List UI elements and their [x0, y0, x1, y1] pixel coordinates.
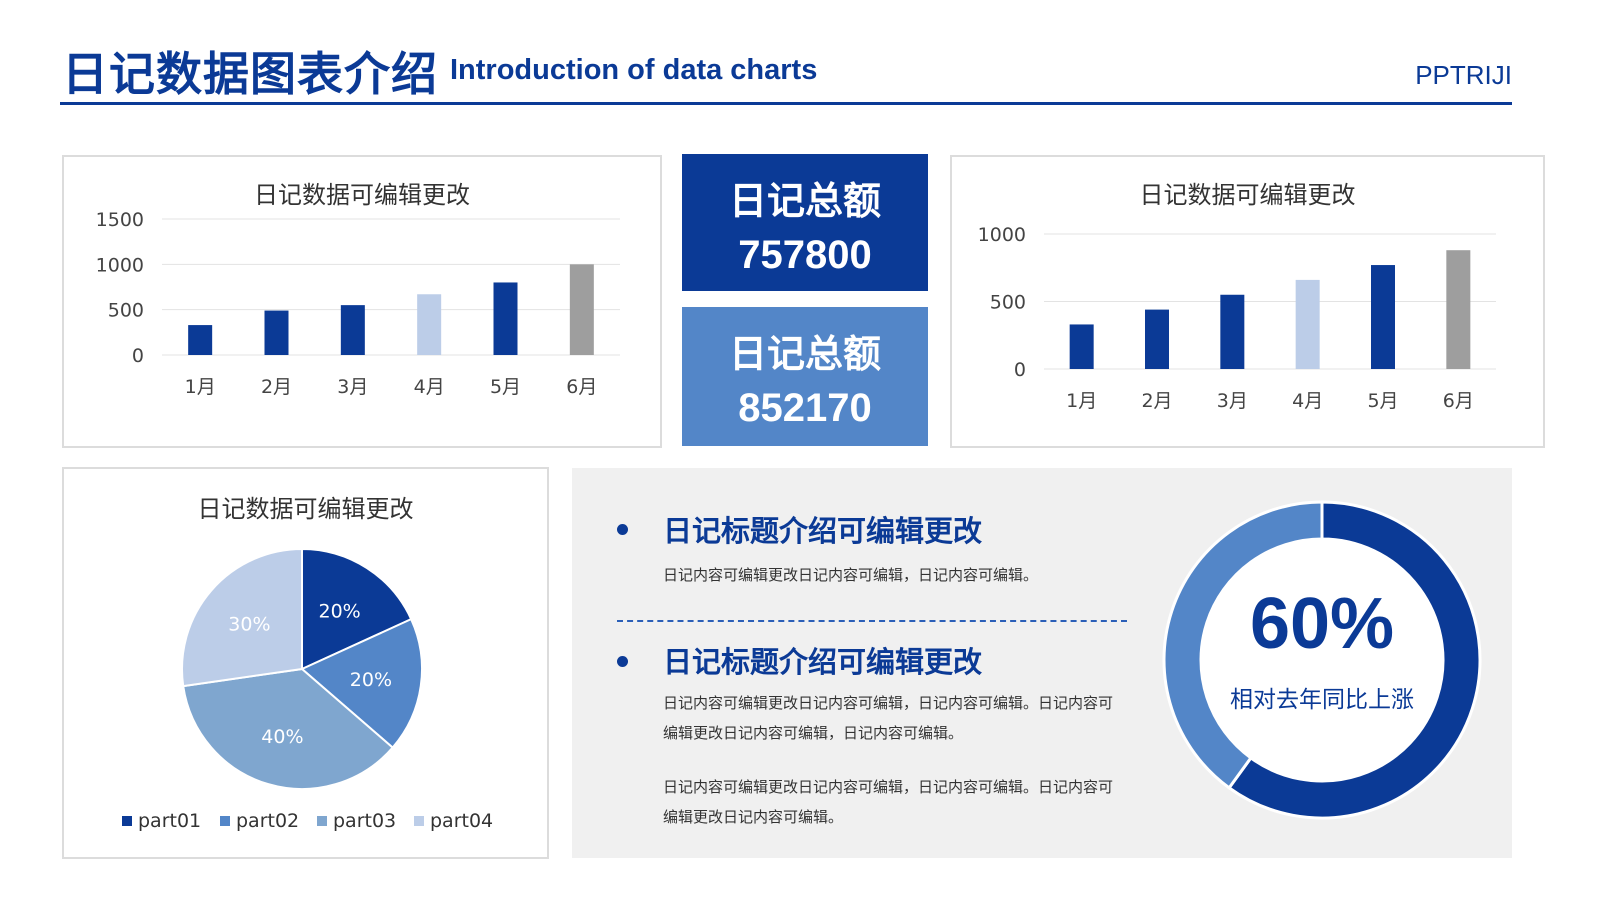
- bar-chart-2: 0 500 1000 1月 2月 3月 4月 5月 6月: [978, 224, 1496, 412]
- info-heading-1: 日记标题介绍可编辑更改: [663, 514, 983, 548]
- info-text-3: 日记内容可编辑更改日记内容可编辑，日记内容可编辑。日记内容可编辑更改日记内容可编…: [663, 778, 1114, 826]
- info-text-1: 日记内容可编辑更改日记内容可编辑，日记内容可编辑。: [663, 566, 1039, 584]
- legend-label: part04: [430, 810, 493, 832]
- legend-swatch: [122, 816, 132, 826]
- bar-chart-card-2: 日记数据可编辑更改 0 500 1000 1月 2月 3月 4月 5月 6月: [950, 155, 1545, 448]
- pie-slice: [182, 667, 395, 790]
- donut-chart: [1162, 500, 1482, 820]
- legend-swatch: [414, 816, 424, 826]
- x-tick-label: 6月: [1443, 390, 1474, 412]
- pie-slice: [301, 547, 413, 671]
- page-subtitle: Introduction of data charts: [450, 54, 818, 86]
- x-tick-label: 3月: [1217, 390, 1248, 412]
- y-tick-label: 0: [1014, 359, 1026, 381]
- bar: [340, 305, 365, 355]
- legend-swatch: [220, 816, 230, 826]
- bar: [264, 310, 289, 355]
- x-tick-label: 1月: [1066, 390, 1097, 412]
- stat-label: 日记总额: [728, 179, 881, 223]
- donut-segment: [1227, 500, 1482, 820]
- bar: [1446, 250, 1471, 369]
- bar: [493, 282, 518, 355]
- bar: [1145, 309, 1169, 369]
- bar: [569, 264, 594, 355]
- x-tick-label: 4月: [1292, 390, 1323, 412]
- bar-chart-1: 0 500 1000 1500 1月 2月 3月 4月 5月 6月: [96, 209, 620, 398]
- chart-title: 日记数据可编辑更改: [1139, 181, 1356, 209]
- bar: [1069, 324, 1094, 369]
- stat-value: 852170: [738, 386, 872, 430]
- y-tick-label: 500: [108, 300, 144, 322]
- stat-box-2: 日记总额 852170: [682, 307, 928, 446]
- chart-title: 日记数据可编辑更改: [197, 495, 414, 523]
- chart-title: 日记数据可编辑更改: [254, 181, 470, 209]
- x-tick-label: 1月: [185, 376, 216, 398]
- x-tick-label: 2月: [261, 376, 292, 398]
- pie-slice: [300, 617, 423, 749]
- x-tick-label: 6月: [566, 376, 597, 398]
- bar: [1295, 279, 1320, 369]
- x-tick-label: 2月: [1141, 390, 1172, 412]
- legend-label: part01: [138, 810, 201, 832]
- bar: [1220, 294, 1245, 369]
- bullet-icon: [617, 656, 628, 667]
- slice-label: 20%: [350, 669, 392, 691]
- slice-label: 40%: [261, 726, 303, 748]
- y-tick-label: 0: [132, 345, 144, 367]
- dashed-divider: [617, 620, 1127, 622]
- y-tick-label: 1000: [96, 254, 144, 276]
- info-text-2: 日记内容可编辑更改日记内容可编辑，日记内容可编辑。日记内容可编辑更改日记内容可编…: [663, 694, 1114, 742]
- slice-label: 20%: [319, 600, 361, 622]
- donut-segment: [1162, 500, 1324, 790]
- pie-chart-card: 日记数据可编辑更改 20% 20% 40% 30% part01 part02 part03…: [62, 467, 549, 859]
- brand-label: PPTRIJI: [1415, 60, 1512, 90]
- stat-box-1: 日记总额 757800: [682, 154, 928, 291]
- pie-slice: [181, 547, 303, 688]
- stat-label: 日记总额: [728, 332, 881, 376]
- donut-center-label: 相对去年同比上涨: [1230, 687, 1414, 713]
- info-heading-2: 日记标题介绍可编辑更改: [663, 645, 983, 679]
- x-tick-label: 5月: [1367, 390, 1398, 412]
- bullet-icon: [617, 524, 628, 535]
- y-tick-label: 1500: [96, 209, 144, 231]
- x-tick-label: 4月: [414, 376, 445, 398]
- bar-chart-card-1: 日记数据可编辑更改 0 500 1000 1500 1月 2月 3月 4月 5月 6月: [62, 155, 662, 448]
- bar: [1371, 265, 1395, 369]
- y-tick-label: 1000: [978, 224, 1026, 246]
- y-tick-label: 500: [990, 292, 1026, 314]
- page-title: 日记数据图表介绍: [62, 47, 438, 101]
- bar: [417, 294, 442, 355]
- title-divider: [60, 102, 1512, 105]
- x-tick-label: 3月: [337, 376, 368, 398]
- info-panel: 日记标题介绍可编辑更改 日记内容可编辑更改日记内容可编辑，日记内容可编辑。 日记…: [572, 468, 1512, 858]
- x-tick-label: 5月: [490, 376, 521, 398]
- pie-chart: 20% 20% 40% 30% part01 part02 part03 part04: [122, 547, 493, 832]
- donut-hole: [1202, 540, 1442, 780]
- slice-label: 30%: [228, 613, 270, 635]
- legend-label: part03: [333, 810, 396, 832]
- bar: [188, 325, 213, 355]
- legend-swatch: [317, 816, 327, 826]
- donut-center-value: 60%: [1249, 584, 1395, 664]
- legend-label: part02: [236, 810, 299, 832]
- stat-value: 757800: [738, 233, 872, 277]
